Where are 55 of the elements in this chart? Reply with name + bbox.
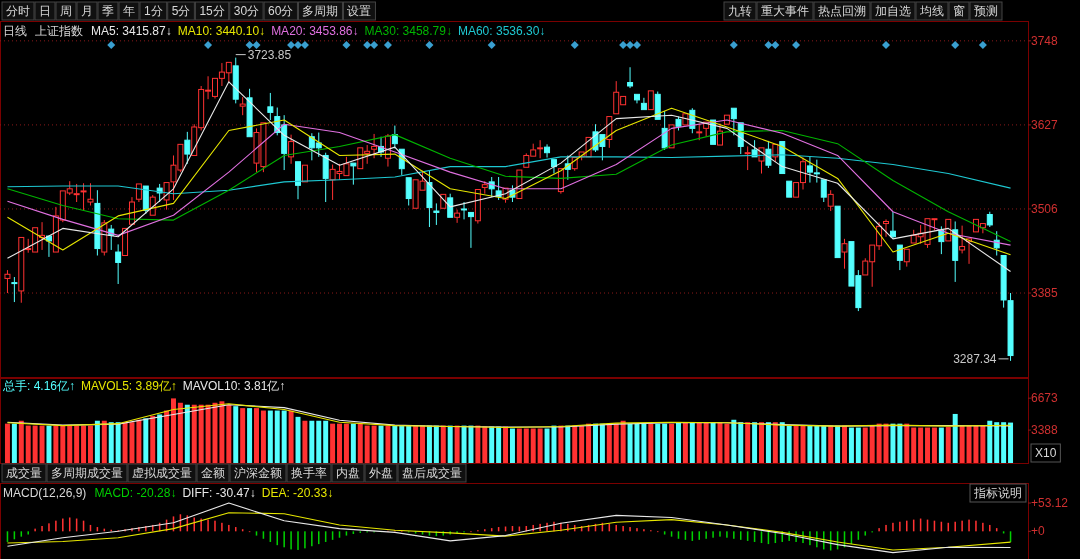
text: 多周期成交量 xyxy=(51,466,123,480)
y-tick-label: 3506 xyxy=(1031,201,1059,216)
text: 1分 xyxy=(144,4,163,18)
annotation: 3723.85 xyxy=(247,47,292,62)
y-tick-label: 3388 xyxy=(1031,423,1059,438)
text: 换手率 xyxy=(291,466,327,480)
series-label: MACD: -20.28↓ xyxy=(94,486,177,500)
text: 总手: 4.16亿↑ xyxy=(2,379,76,393)
text: 月 xyxy=(81,4,93,18)
text: 热点回溯 xyxy=(818,4,866,18)
text: 九转 xyxy=(728,4,752,18)
annotation: 3287.34 xyxy=(953,351,997,366)
text: MA20: 3453.86↓ xyxy=(271,24,359,38)
y-tick-label: +0 xyxy=(1031,524,1046,539)
text: 60分 xyxy=(268,4,294,18)
text: 多周期 xyxy=(302,4,339,18)
text: 盘后成交量 xyxy=(402,466,462,480)
series-label: DIFF: -30.47↓ xyxy=(182,486,256,500)
text: 外盘 xyxy=(369,466,393,480)
text: 虚拟成交量 xyxy=(132,466,192,480)
series-label: MAVOL5: 3.89亿↑ xyxy=(81,379,177,393)
annotation: 指标说明 xyxy=(973,486,1022,500)
y-tick-label: +53.12 xyxy=(1031,496,1069,511)
chart-title: MACD(12,26,9) xyxy=(3,486,87,500)
text: MA10: 3440.10↓ xyxy=(177,24,266,38)
text: X10 xyxy=(1035,446,1057,460)
y-tick-label: 3748 xyxy=(1031,33,1059,48)
text: 重大事件 xyxy=(761,4,809,18)
text: 日 xyxy=(39,4,51,18)
text: 设置 xyxy=(347,4,372,18)
chart-subtitle: 日线 xyxy=(3,24,27,38)
chart-title: 上证指数 xyxy=(35,24,83,38)
y-tick-label: 3385 xyxy=(1031,286,1059,301)
text: 金额 xyxy=(201,466,225,480)
series-label: MAVOL10: 3.81亿↑ xyxy=(182,379,286,393)
text: 内盘 xyxy=(336,466,360,480)
text: 沪深金额 xyxy=(234,466,282,480)
text: MA60: 3536.30↓ xyxy=(457,24,546,38)
text: 加自选 xyxy=(875,4,911,18)
text: 分时 xyxy=(6,4,30,18)
text: 成交量 xyxy=(6,466,42,480)
text: 周 xyxy=(60,4,72,18)
text: MA5: 3415.87↓ xyxy=(91,24,172,38)
text: 窗 xyxy=(953,4,965,18)
text: 5分 xyxy=(171,4,191,18)
text: 预测 xyxy=(974,4,998,18)
y-tick-label: 6673 xyxy=(1031,391,1059,406)
text: MA30: 3458.79↓ xyxy=(364,24,452,38)
y-tick-label: 3627 xyxy=(1031,117,1059,132)
series-label: DEA: -20.33↓ xyxy=(261,486,334,500)
text: 季 xyxy=(102,4,114,18)
text: 30分 xyxy=(233,4,260,18)
text: 15分 xyxy=(199,4,225,18)
text: 年 xyxy=(123,4,135,18)
text: 均线 xyxy=(919,4,944,18)
